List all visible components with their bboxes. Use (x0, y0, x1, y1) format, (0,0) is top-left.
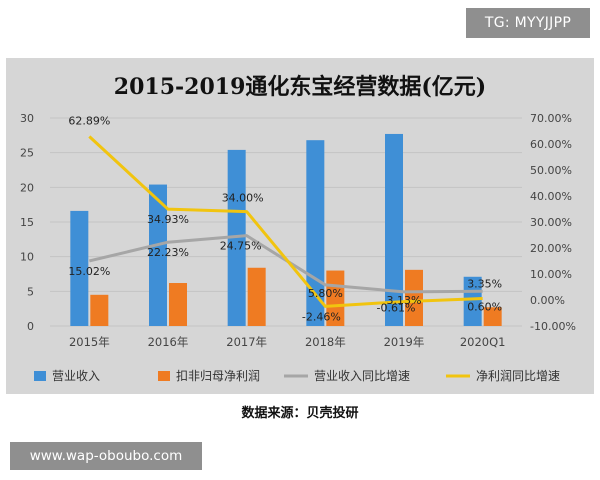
x-tick-label: 2016年 (148, 335, 189, 349)
profit-growth-label: 0.60% (467, 300, 502, 313)
y-right-tick-label: -10.00% (530, 320, 576, 333)
revenue-growth-label: 5.80% (308, 287, 343, 300)
y-right-tick-label: 10.00% (530, 268, 572, 281)
deducted-profit-bar (169, 283, 187, 326)
axis-labels: 0 5 10 15 20 25 30 -10.00% 0.00% 10.00% 20.00% 30.0… (20, 112, 576, 349)
y-left-tick-label: 15 (20, 216, 34, 229)
profit-growth-line (88, 135, 483, 308)
legend: 营业收入 扣非归母净利润 营业收入同比增速 净利润同比增速 (34, 369, 560, 383)
deducted-profit-bar (405, 269, 423, 326)
profit-growth-label: 34.00% (222, 192, 264, 205)
revenue-bar (385, 133, 403, 326)
revenue-growth-label: 3.35% (467, 277, 502, 290)
deducted-profit-bar (90, 294, 109, 326)
y-right-tick-label: 50.00% (530, 164, 572, 177)
bars (70, 133, 502, 326)
gridlines (50, 117, 522, 327)
y-left-tick-label: 0 (27, 320, 34, 333)
chart: 15.02% 22.23% 24.75% 5.80% 3.13% 3.35% 62.89% 3… (20, 74, 576, 383)
chart-title: 2015-2019通化东宝经营数据(亿元) (114, 74, 486, 100)
legend-label: 营业收入 (52, 369, 100, 383)
revenue-bar (70, 210, 89, 326)
y-left-tick-label: 5 (27, 285, 34, 298)
x-tick-label: 2015年 (69, 335, 110, 349)
y-right-tick-label: 20.00% (530, 242, 572, 255)
y-right-tick-label: 0.00% (530, 294, 565, 307)
x-tick-label: 2020Q1 (460, 335, 506, 349)
revenue-growth-label: 3.13% (387, 294, 422, 307)
revenue-bar (463, 276, 482, 326)
revenue-growth-label: 22.23% (147, 246, 189, 259)
x-tick-label: 2017年 (226, 335, 267, 349)
revenue-bar (149, 184, 167, 326)
legend-label: 营业收入同比增速 (314, 369, 410, 383)
deducted-profit-bar (247, 267, 266, 326)
deducted-profit-bar (483, 307, 502, 326)
profit-growth-label: -2.46% (302, 310, 341, 323)
lines (88, 135, 483, 308)
legend-label: 净利润同比增速 (476, 369, 560, 383)
y-right-tick-label: 60.00% (530, 138, 572, 151)
revenue-bar (306, 140, 325, 326)
legend-swatch (34, 371, 46, 381)
x-tick-label: 2019年 (384, 335, 425, 349)
y-right-tick-label: 40.00% (530, 190, 572, 203)
legend-swatch (158, 371, 170, 381)
y-right-tick-label: 70.00% (530, 112, 572, 125)
y-right-tick-label: 30.00% (530, 216, 572, 229)
tg-watermark: TG: MYYJJPP (466, 8, 590, 38)
x-tick-label: 2018年 (305, 335, 346, 349)
source-note: 数据来源：贝壳投研 (241, 406, 359, 421)
revenue-growth-line (88, 234, 483, 294)
profit-growth-label: 62.89% (68, 114, 110, 127)
y-left-tick-label: 10 (20, 251, 34, 264)
chart-panel: 15.02% 22.23% 24.75% 5.80% 3.13% 3.35% 62.89% 3… (6, 58, 594, 394)
legend-label: 扣非归母净利润 (176, 369, 260, 383)
site-watermark: www.wap-oboubo.com (10, 442, 202, 470)
data-labels: 15.02% 22.23% 24.75% 5.80% 3.13% 3.35% 62.89% 3… (68, 114, 502, 323)
profit-growth-label: -0.61% (377, 302, 416, 315)
profit-growth-label: 34.93% (147, 213, 189, 226)
y-left-tick-label: 20 (20, 181, 34, 194)
y-left-tick-label: 30 (20, 112, 34, 125)
y-left-tick-label: 25 (20, 147, 34, 160)
revenue-growth-label: 24.75% (220, 240, 262, 253)
revenue-growth-label: 15.02% (68, 265, 110, 278)
